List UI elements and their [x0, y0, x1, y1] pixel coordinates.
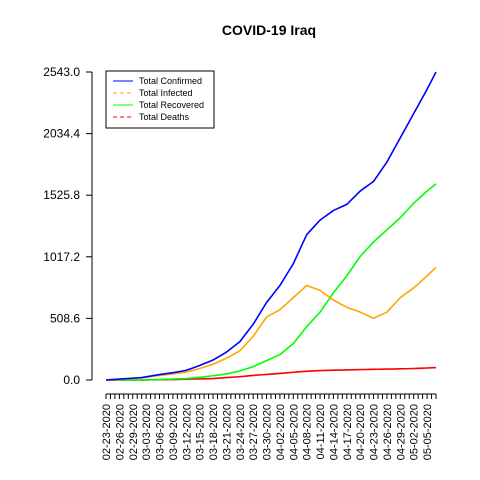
series-line-total-recovered	[106, 183, 437, 381]
chart-title: COVID-19 Iraq	[222, 22, 316, 38]
x-tick-label: 04-29-2020	[395, 404, 407, 460]
y-tick-label: 2034.4	[43, 127, 80, 141]
series-line-total-infected	[105, 266, 437, 381]
series-line-total-confirmed	[105, 71, 437, 381]
x-tick-label: 04-23-2020	[369, 404, 381, 460]
legend-label: Total Deaths	[139, 112, 190, 122]
x-tick-label: 04-05-2020	[288, 404, 300, 460]
legend-label: Total Confirmed	[139, 76, 202, 86]
y-tick-label: 1525.8	[43, 188, 80, 202]
x-tick-label: 03-12-2020	[181, 404, 193, 460]
y-axis: 0.0 508.6 1017.2 1525.8 2034.4 2543.0	[43, 65, 93, 387]
x-tick-label: 03-06-2020	[155, 404, 167, 460]
x-tick-label: 03-18-2020	[208, 404, 220, 460]
legend: Total Confirmed Total Infected Total Recov…	[105, 70, 215, 129]
x-tick-label: 03-03-2020	[141, 404, 153, 460]
x-tick-label: 03-24-2020	[235, 404, 247, 460]
series-line-total-deaths	[106, 366, 437, 381]
y-tick-label: 508.6	[50, 311, 80, 325]
x-tick-label: 03-09-2020	[168, 404, 180, 460]
x-tick-label: 04-14-2020	[328, 404, 340, 460]
y-tick-label: 0.0	[63, 373, 80, 387]
y-tick-label: 2543.0	[43, 65, 80, 79]
legend-label: Total Infected	[139, 88, 193, 98]
x-axis: 02-23-2020 02-26-2020 02-29-2020 03-03-2020…	[101, 393, 437, 460]
x-tick-label: 04-20-2020	[355, 404, 367, 460]
x-tick-label: 03-21-2020	[221, 404, 233, 460]
x-tick-label: 04-11-2020	[315, 404, 327, 459]
y-tick-label: 1017.2	[43, 250, 80, 264]
x-tick-label: 02-29-2020	[128, 404, 140, 460]
x-tick-label: 03-27-2020	[248, 404, 260, 460]
legend-label: Total Recovered	[139, 100, 204, 110]
series-layer	[105, 71, 437, 381]
x-tick-label: 03-30-2020	[262, 404, 274, 460]
x-tick-label: 04-08-2020	[302, 404, 314, 460]
x-tick-label: 04-02-2020	[275, 404, 287, 460]
x-tick-label: 04-17-2020	[342, 404, 354, 460]
x-tick-label: 03-15-2020	[195, 404, 207, 460]
x-tick-label: 05-02-2020	[409, 404, 421, 460]
x-tick-label: 04-26-2020	[382, 404, 394, 460]
x-tick-label: 05-05-2020	[422, 404, 434, 460]
x-tick-label: 02-23-2020	[101, 404, 113, 460]
x-tick-label: 02-26-2020	[114, 404, 126, 460]
